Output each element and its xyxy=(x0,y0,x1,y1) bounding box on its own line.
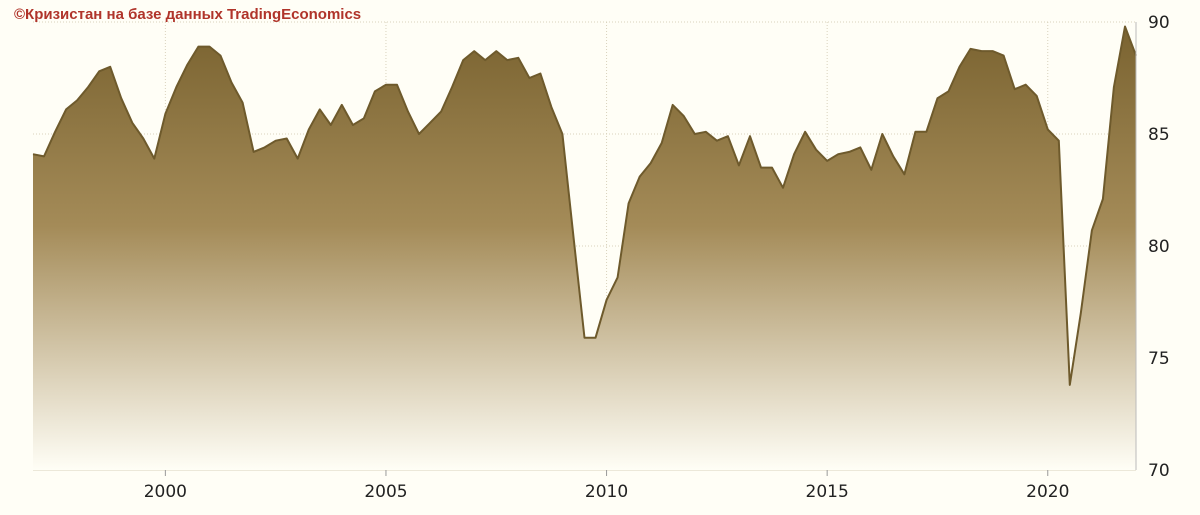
axes: 70 75 80 85 90 2000 2005 2010 2015 2020 xyxy=(144,13,1170,502)
x-tick-label: 2015 xyxy=(806,482,849,502)
series-area xyxy=(33,26,1136,470)
series-line xyxy=(32,25,1137,386)
x-tick-label: 2000 xyxy=(144,482,187,502)
y-tick-label: 90 xyxy=(1148,13,1170,33)
y-tick-label: 85 xyxy=(1148,125,1170,145)
x-tick-label: 2005 xyxy=(364,482,407,502)
x-tick-label: 2020 xyxy=(1026,482,1069,502)
y-tick-label: 70 xyxy=(1148,461,1170,481)
y-tick-label: 75 xyxy=(1148,349,1170,369)
watermark: ©Кризистан на базе данных TradingEconomi… xyxy=(14,6,362,23)
x-tick-label: 2010 xyxy=(585,482,628,502)
series-layer xyxy=(32,25,1137,470)
y-tick-label: 80 xyxy=(1148,237,1170,257)
